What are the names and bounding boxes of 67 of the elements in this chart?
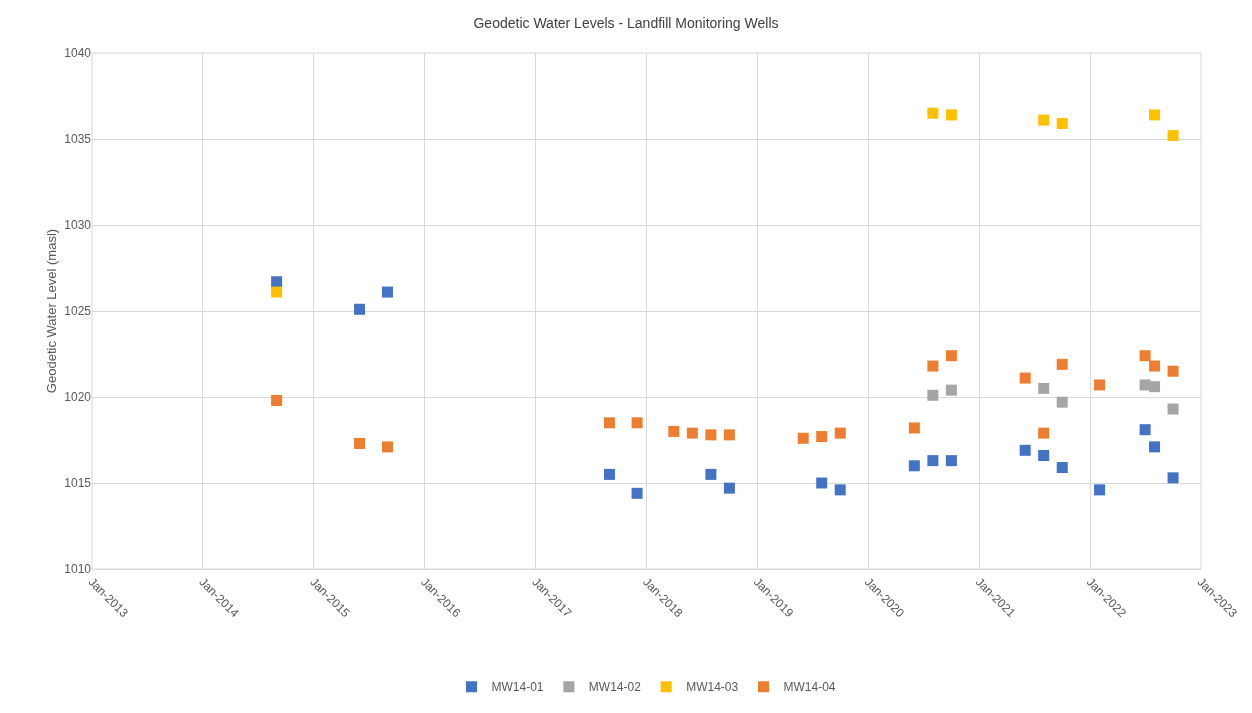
point	[354, 437, 366, 449]
legend-label: MW14-03	[686, 680, 739, 695]
point	[1094, 379, 1106, 391]
chart-title: Geodetic Water Levels - Landfill Monitoring Wells	[473, 14, 779, 31]
y-tick-label: 1015	[64, 476, 92, 491]
point	[1038, 382, 1050, 394]
point	[1167, 472, 1179, 484]
point	[1167, 130, 1179, 142]
point	[1019, 372, 1031, 384]
point	[945, 109, 957, 121]
point	[945, 384, 957, 396]
point	[908, 422, 920, 434]
point	[723, 429, 735, 441]
point	[271, 286, 283, 298]
point	[1139, 424, 1151, 436]
point	[1167, 403, 1179, 415]
y-tick-label: 1010	[64, 562, 92, 577]
y-tick-label: 1025	[64, 304, 92, 319]
point	[271, 276, 283, 288]
point	[945, 455, 957, 467]
legend-label: MW14-04	[783, 680, 836, 695]
point	[631, 417, 643, 429]
y-axis-title: Geodetic Water Level (masl)	[44, 228, 59, 394]
point	[603, 417, 615, 429]
point	[354, 303, 366, 315]
point	[668, 425, 680, 437]
point	[797, 432, 809, 444]
point	[1056, 118, 1068, 130]
point	[1149, 381, 1161, 393]
point	[705, 429, 717, 441]
point	[1094, 484, 1106, 496]
y-tick-label: 1035	[64, 132, 92, 147]
point	[1149, 109, 1161, 121]
point	[1149, 441, 1161, 453]
legend-label: MW14-02	[588, 680, 642, 695]
point	[908, 460, 920, 472]
legend-label: MW14-01	[491, 680, 544, 695]
point	[1139, 350, 1151, 362]
point	[927, 107, 939, 119]
point	[723, 482, 735, 494]
y-tick-label: 1020	[64, 390, 92, 405]
point	[927, 360, 939, 372]
point	[705, 468, 717, 480]
point	[945, 350, 957, 362]
point	[1056, 358, 1068, 370]
point	[816, 477, 828, 489]
point	[686, 427, 698, 439]
point	[631, 487, 643, 499]
point	[381, 441, 393, 453]
point	[816, 431, 828, 443]
point	[1038, 427, 1050, 439]
point	[834, 427, 846, 439]
point	[1056, 396, 1068, 408]
point	[381, 286, 393, 298]
point	[1149, 360, 1161, 372]
y-tick-label: 1040	[64, 46, 92, 61]
y-tick-label: 1030	[64, 218, 92, 233]
point	[1019, 444, 1031, 456]
point	[927, 389, 939, 401]
point	[1038, 114, 1050, 126]
point	[927, 455, 939, 467]
point	[1038, 449, 1050, 461]
point	[1056, 462, 1068, 474]
point	[1167, 365, 1179, 377]
point	[271, 394, 283, 406]
point	[834, 484, 846, 496]
point	[603, 468, 615, 480]
